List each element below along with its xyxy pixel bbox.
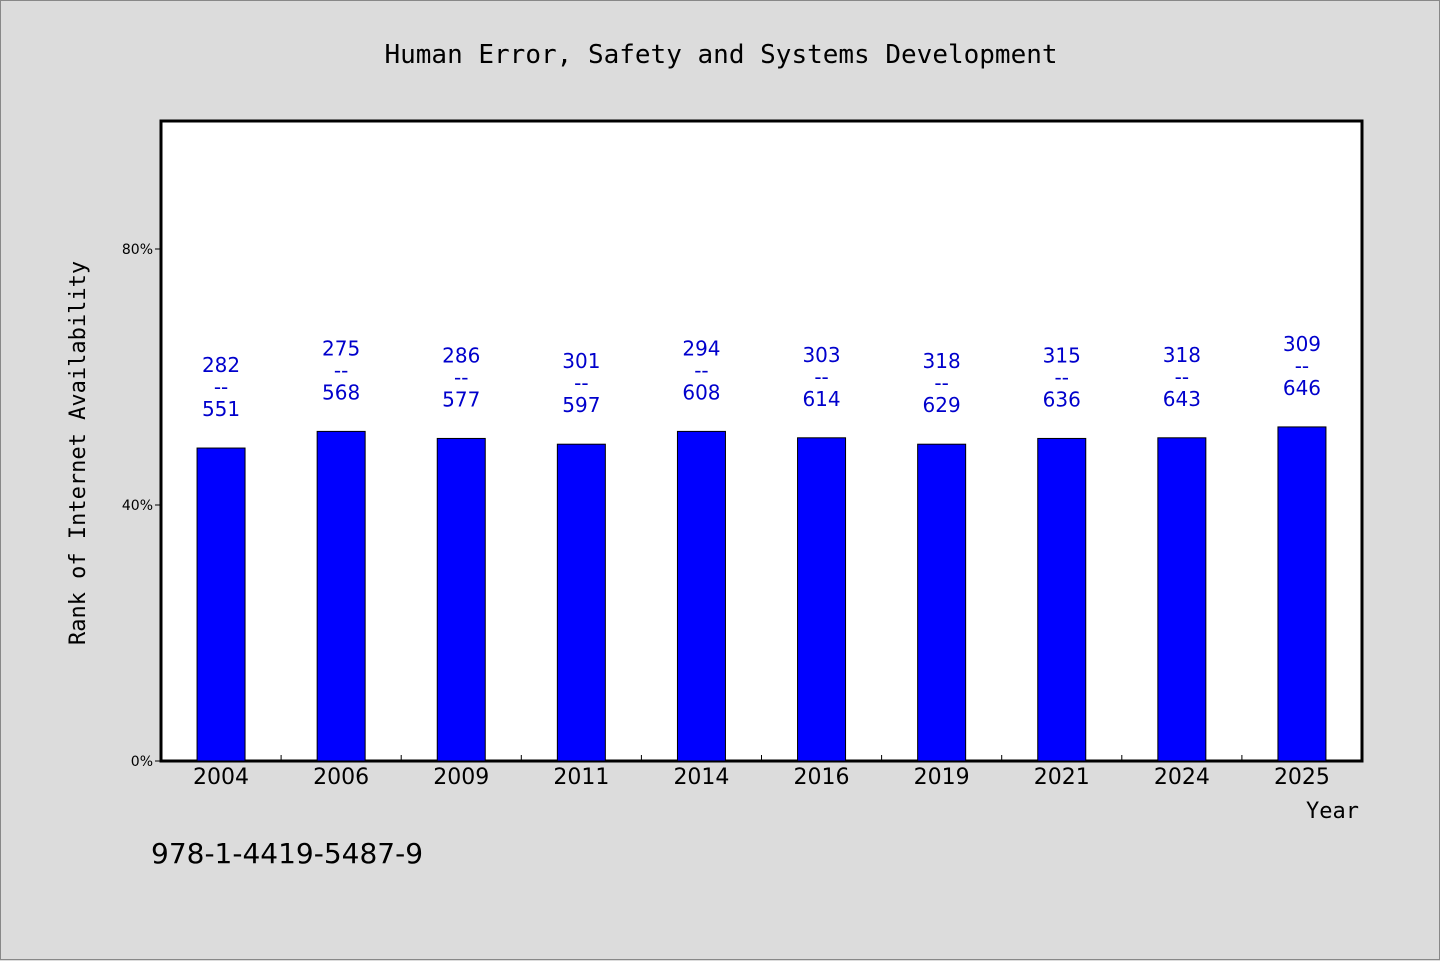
data-label-top: 318	[1163, 343, 1201, 367]
data-label-bottom: 614	[802, 387, 840, 411]
data-label-separator: --	[454, 365, 468, 389]
bar-2004	[196, 447, 246, 762]
x-tick-label: 2016	[794, 765, 850, 790]
x-tick-label: 2006	[313, 765, 369, 790]
data-label-separator: --	[814, 365, 828, 389]
bar-2024	[1157, 437, 1207, 762]
data-label-bottom: 636	[1043, 387, 1081, 411]
data-label-separator: --	[934, 371, 948, 395]
bar-2021	[1037, 437, 1087, 762]
bar-2016	[797, 437, 847, 762]
bar-2019	[917, 443, 967, 762]
data-label-top: 315	[1043, 343, 1081, 367]
x-tick-label: 2004	[193, 765, 249, 790]
x-axis: 2004 2006 2009 2011 2014 2016 2019 2021 2024 2025	[193, 755, 1330, 790]
data-label-separator: --	[1055, 365, 1069, 389]
x-tick-label: 2009	[433, 765, 489, 790]
bar-2025	[1277, 426, 1327, 762]
x-tick-label: 2014	[673, 765, 729, 790]
y-tick-label: 0%	[131, 754, 153, 770]
data-label-top: 309	[1283, 332, 1321, 356]
x-tick-label: 2019	[914, 765, 970, 790]
bar-2006	[316, 430, 366, 762]
data-label-top: 294	[682, 336, 720, 360]
data-label-top: 286	[442, 343, 480, 367]
x-tick-label: 2011	[553, 765, 609, 790]
data-label-separator: --	[334, 358, 348, 382]
data-label-top: 275	[322, 336, 360, 360]
data-label-top: 318	[923, 349, 961, 373]
data-label-top: 282	[202, 353, 240, 377]
data-label-bottom: 646	[1283, 376, 1321, 400]
data-label-bottom: 568	[322, 380, 360, 404]
data-label-bottom: 551	[202, 397, 240, 421]
data-label-bottom: 597	[562, 393, 600, 417]
data-label-separator: --	[574, 371, 588, 395]
y-axis: 0% 40% 80%	[122, 242, 161, 770]
bar-2009	[436, 437, 486, 762]
bar-2011	[556, 443, 606, 762]
data-label-bottom: 643	[1163, 387, 1201, 411]
chart-title: Human Error, Safety and Systems Developm…	[384, 40, 1057, 70]
data-label-top: 301	[562, 349, 600, 373]
data-label-bottom: 629	[923, 393, 961, 417]
y-axis-title: Rank of Internet Availability	[66, 261, 91, 645]
x-tick-label: 2024	[1154, 765, 1210, 790]
data-label-separator: --	[1295, 354, 1309, 378]
y-tick-label: 80%	[122, 242, 153, 258]
data-label-separator: --	[1175, 365, 1189, 389]
data-label-separator: --	[694, 358, 708, 382]
data-label-separator: --	[214, 375, 228, 399]
bar-2014	[676, 430, 726, 762]
y-tick-label: 40%	[122, 498, 153, 514]
data-label-top: 303	[802, 343, 840, 367]
x-tick-label: 2025	[1274, 765, 1330, 790]
bars	[196, 426, 1327, 762]
x-tick-label: 2021	[1034, 765, 1090, 790]
isbn-text: 978-1-4419-5487-9	[151, 837, 423, 870]
x-axis-title: Year	[1306, 799, 1359, 824]
data-labels: 282--551275--568286--577301--597294--608…	[202, 332, 1321, 421]
data-label-bottom: 577	[442, 387, 480, 411]
data-label-bottom: 608	[682, 380, 720, 404]
